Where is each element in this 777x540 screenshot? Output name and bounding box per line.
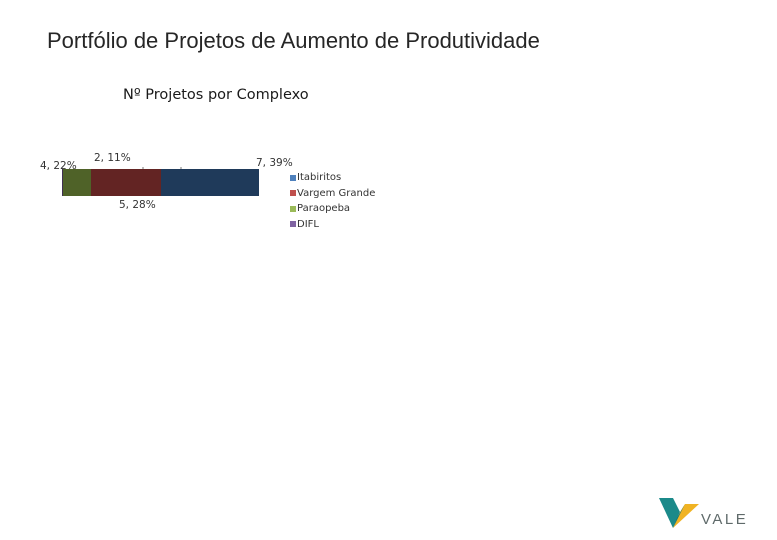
bar-segment-paraopeba	[63, 169, 91, 196]
legend-swatch	[290, 221, 296, 228]
legend-label: Vargem Grande	[297, 187, 376, 199]
legend-label: DIFL	[297, 218, 319, 230]
legend-item-difl: DIFL	[290, 217, 375, 233]
legend-label: Paraopeba	[297, 203, 351, 215]
bar-segment-itabiritos	[161, 169, 259, 196]
data-label-itabiritos: 7, 39%	[256, 157, 293, 169]
legend-swatch	[290, 174, 296, 181]
bar-segment-vargem-grande	[91, 169, 161, 196]
data-label-difl: 4, 22%	[40, 160, 77, 172]
data-label-vargem-grande: 5, 28%	[119, 199, 156, 211]
bar-segment-difl	[62, 169, 63, 196]
legend-swatch	[290, 205, 296, 212]
legend-swatch	[290, 190, 296, 197]
chart-title: Nº Projetos por Complexo	[123, 87, 309, 103]
legend-label: Itabiritos	[297, 172, 342, 184]
legend-item-itabiritos: Itabiritos	[290, 170, 375, 186]
data-label-paraopeba: 2, 11%	[94, 152, 131, 164]
page-title: Portfólio de Projetos de Aumento de Prod…	[47, 28, 540, 53]
legend-item-vargem-grande: Vargem Grande	[290, 186, 375, 202]
legend-item-paraopeba: Paraopeba	[290, 201, 375, 217]
chart-legend: Itabiritos Vargem Grande Paraopeba DIFL	[290, 170, 375, 232]
vale-logo-text: VALE	[701, 511, 749, 528]
vale-logo-icon	[659, 498, 699, 528]
